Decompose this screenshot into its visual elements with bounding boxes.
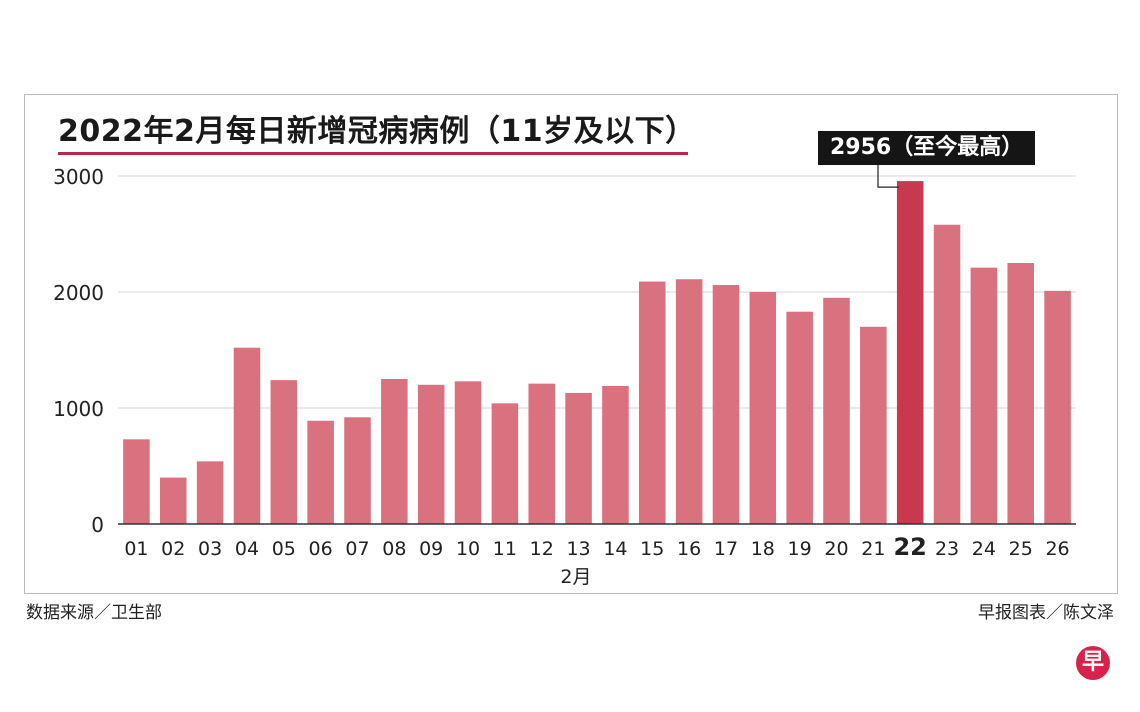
x-tick-label: 09 [419, 538, 443, 560]
x-tick-label: 23 [935, 538, 959, 560]
x-tick-label: 20 [824, 538, 848, 560]
x-tick-label: 02 [161, 538, 185, 560]
x-tick-label: 24 [972, 538, 996, 560]
x-tick-label: 08 [382, 538, 406, 560]
bar [1007, 263, 1034, 524]
bar [344, 417, 371, 524]
bar [381, 379, 408, 524]
x-tick-label: 16 [677, 538, 701, 560]
y-tick-label: 3000 [53, 165, 104, 189]
bar [639, 281, 666, 524]
x-tick-label: 21 [861, 538, 885, 560]
source-note: 数据来源／卫生部 [26, 603, 162, 623]
x-tick-label: 17 [714, 538, 738, 560]
zaobao-logo-icon: 早 [1076, 646, 1110, 680]
x-tick-label: 03 [198, 538, 222, 560]
bar [160, 477, 187, 524]
x-tick-label: 25 [1009, 538, 1033, 560]
y-tick-label: 0 [91, 513, 104, 537]
x-tick-label: 19 [788, 538, 812, 560]
x-tick-label: 12 [530, 538, 554, 560]
x-tick-label: 07 [345, 538, 369, 560]
x-tick-label: 13 [566, 538, 590, 560]
bar [749, 292, 777, 524]
x-tick-label: 14 [603, 538, 627, 560]
bar [860, 326, 887, 524]
bar [196, 461, 224, 524]
x-tick-label: 11 [493, 538, 517, 560]
bar [528, 383, 555, 524]
x-tick-label: 05 [272, 538, 296, 560]
bar [786, 311, 813, 524]
credit-note: 早报图表／陈文泽 [978, 603, 1114, 623]
chart-title: 2022年2月每日新增冠病病例（11岁及以下） [58, 114, 696, 149]
bar [970, 267, 998, 524]
x-tick-label: 06 [309, 538, 333, 560]
bar [1044, 290, 1071, 524]
bar [123, 439, 150, 524]
bar [602, 385, 629, 524]
peak-annotation: 2956（至今最高） [818, 131, 1036, 165]
annotation-leader-line [877, 165, 899, 188]
bar [933, 224, 961, 524]
bar [823, 297, 850, 524]
bar [896, 181, 924, 524]
x-tick-label: 26 [1045, 538, 1069, 560]
title-underline [58, 152, 688, 155]
x-tick-label: 15 [640, 538, 664, 560]
x-tick-label: 04 [235, 538, 259, 560]
bar [712, 285, 740, 524]
x-tick-label: 01 [124, 538, 148, 560]
bar [454, 381, 482, 524]
bar [417, 384, 445, 524]
bar [565, 392, 592, 524]
x-tick-label: 22 [893, 533, 926, 561]
bar [233, 347, 261, 524]
y-tick-label: 2000 [53, 281, 104, 305]
x-tick-label: 18 [751, 538, 775, 560]
bar [675, 279, 703, 524]
bar [307, 420, 334, 524]
x-tick-label: 10 [456, 538, 480, 560]
bar [270, 380, 298, 524]
y-tick-label: 1000 [53, 397, 104, 421]
bar [491, 403, 519, 524]
x-axis-title: 2月 [560, 566, 591, 588]
